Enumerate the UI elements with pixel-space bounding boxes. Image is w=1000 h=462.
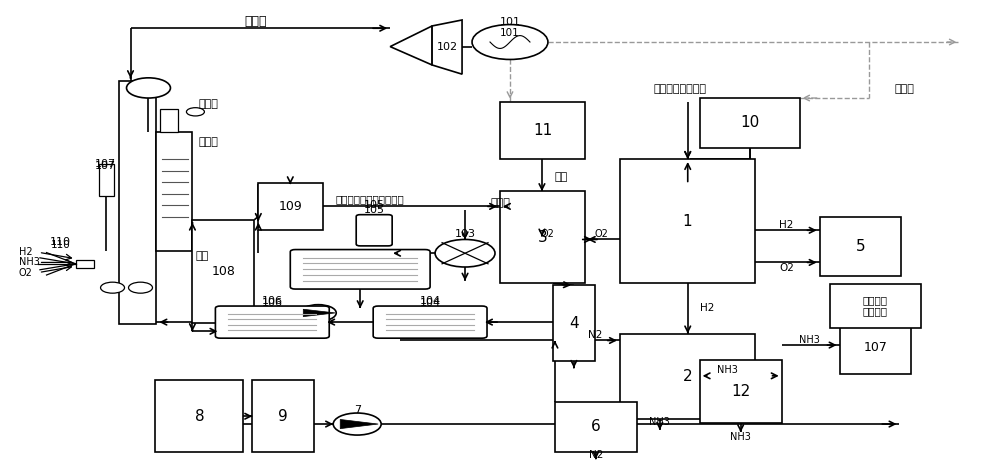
Text: 3: 3 (538, 230, 547, 245)
Circle shape (127, 78, 170, 98)
Text: 7: 7 (354, 405, 361, 415)
Text: 101: 101 (500, 28, 520, 38)
Bar (555, 402, 637, 451)
Text: 6: 6 (591, 419, 601, 434)
Text: NH3: NH3 (730, 432, 751, 442)
Bar (500, 191, 585, 283)
Text: NH3: NH3 (19, 257, 40, 267)
Text: H2: H2 (19, 247, 32, 257)
Text: 12: 12 (731, 384, 750, 399)
Text: NH3: NH3 (799, 334, 820, 345)
Text: NH3: NH3 (717, 365, 738, 375)
Bar (830, 284, 921, 328)
Text: H2: H2 (779, 220, 794, 230)
Text: 104: 104 (420, 298, 441, 308)
FancyBboxPatch shape (373, 306, 487, 338)
Text: 2: 2 (682, 369, 692, 383)
Bar (160, 109, 178, 132)
Bar (820, 217, 901, 276)
Text: 101: 101 (499, 17, 520, 27)
Text: 107: 107 (95, 159, 116, 169)
Text: 電開關: 電開關 (894, 84, 914, 94)
Circle shape (186, 108, 204, 116)
Text: 106: 106 (262, 298, 283, 308)
Text: 4: 4 (569, 316, 579, 331)
Text: O2: O2 (595, 229, 609, 239)
Text: O2: O2 (541, 229, 555, 239)
Text: H2: H2 (700, 304, 714, 313)
Bar (156, 132, 192, 251)
Text: 送變電及供電模塊: 送變電及供電模塊 (653, 84, 706, 94)
Text: 8: 8 (195, 408, 204, 424)
Text: 103: 103 (455, 229, 476, 239)
Text: 氧氣灌裝
對外銷售: 氧氣灌裝 對外銷售 (863, 295, 888, 316)
Text: 107: 107 (95, 161, 116, 171)
Bar (155, 380, 243, 451)
Bar (700, 360, 782, 423)
Text: N2: N2 (588, 330, 602, 340)
Text: 去鍋筒: 去鍋筒 (198, 99, 218, 109)
Bar (500, 102, 585, 159)
Text: O2: O2 (779, 263, 794, 273)
Text: 1: 1 (682, 213, 692, 229)
Text: 110: 110 (51, 240, 70, 250)
Text: 109: 109 (279, 200, 303, 213)
Text: 省煤器: 省煤器 (198, 137, 218, 147)
Text: 供電: 供電 (555, 172, 568, 182)
Circle shape (129, 282, 152, 293)
Text: 去鍋爐煙氣處理系統噴氨: 去鍋爐煙氣處理系統噴氨 (335, 194, 404, 204)
Bar (119, 81, 156, 324)
Bar (252, 380, 314, 451)
Text: 10: 10 (740, 116, 759, 130)
Text: 主蒸汽: 主蒸汽 (244, 15, 267, 28)
Bar (620, 334, 755, 419)
Circle shape (300, 304, 336, 321)
FancyBboxPatch shape (356, 215, 392, 246)
Bar (840, 321, 911, 374)
Circle shape (435, 239, 495, 267)
Text: 110: 110 (50, 237, 71, 247)
Text: O2: O2 (19, 267, 33, 278)
Bar (700, 98, 800, 148)
Text: 凝結水: 凝結水 (490, 198, 510, 208)
FancyBboxPatch shape (215, 306, 329, 338)
Bar (553, 286, 595, 361)
Circle shape (101, 282, 125, 293)
Text: 104: 104 (420, 297, 441, 306)
Text: 107: 107 (864, 340, 887, 353)
Text: 105: 105 (364, 205, 385, 215)
Bar (620, 159, 755, 283)
Bar (258, 183, 323, 230)
Circle shape (472, 24, 548, 60)
FancyBboxPatch shape (290, 249, 430, 289)
Text: 105: 105 (364, 200, 385, 210)
Text: NH3: NH3 (649, 417, 670, 427)
Text: 11: 11 (533, 123, 552, 138)
Text: 5: 5 (856, 239, 865, 254)
Bar (99, 164, 114, 196)
Polygon shape (390, 26, 432, 65)
Text: 102: 102 (437, 42, 458, 52)
Polygon shape (303, 309, 335, 316)
Text: N2: N2 (589, 450, 603, 460)
Polygon shape (340, 419, 378, 429)
Polygon shape (432, 20, 462, 74)
Circle shape (333, 413, 381, 435)
Bar (192, 220, 254, 323)
Text: 煙氣: 煙氣 (195, 250, 209, 261)
Text: 108: 108 (211, 265, 235, 278)
Text: 9: 9 (278, 408, 288, 424)
Bar (76, 260, 94, 268)
Text: 106: 106 (262, 297, 283, 306)
